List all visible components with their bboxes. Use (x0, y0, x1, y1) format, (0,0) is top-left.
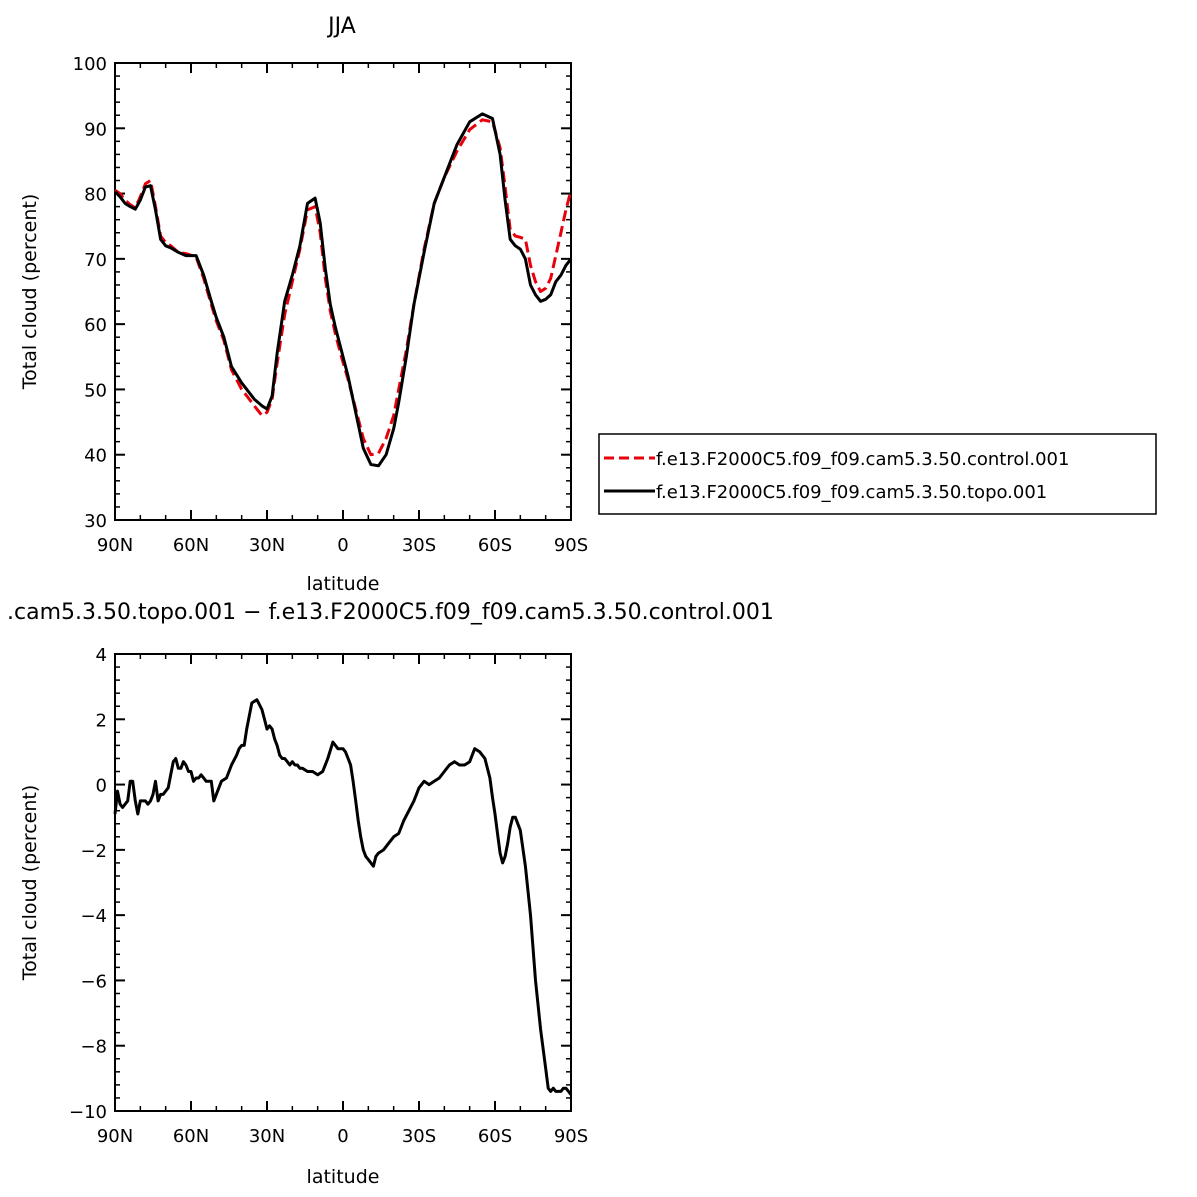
x-tick-label: 30S (402, 1126, 436, 1147)
y-tick-label: 100 (73, 54, 107, 75)
x-tick-label: 60S (478, 535, 512, 556)
y-tick-label: −6 (80, 971, 107, 992)
x-tick-label: 90S (554, 1126, 588, 1147)
x-tick-label: 60N (173, 535, 209, 556)
legend-box (598, 433, 1157, 515)
y-tick-label: −4 (80, 906, 107, 927)
x-tick-label: 0 (337, 1126, 348, 1147)
y-tick-label: 80 (84, 185, 107, 206)
x-tick-label: 30S (402, 535, 436, 556)
plot-frame (114, 653, 572, 1112)
y-tick-label: 50 (84, 380, 107, 401)
x-tick-label: 30N (249, 1126, 285, 1147)
y-tick-label: 40 (84, 446, 107, 467)
chart-title: JJA (326, 14, 356, 39)
series-line-0 (113, 698, 573, 1096)
chart-title: .cam5.3.50.topo.001 − f.e13.F2000C5.f09_… (7, 600, 774, 625)
y-tick-label: −2 (80, 841, 107, 862)
y-axis-title: Total cloud (percent) (19, 194, 41, 391)
x-axis-title: latitude (307, 573, 380, 595)
y-tick-label: 60 (84, 315, 107, 336)
x-tick-label: 0 (337, 535, 348, 556)
x-tick-label: 90S (554, 535, 588, 556)
y-tick-label: 30 (84, 511, 107, 532)
x-tick-label: 90N (97, 535, 133, 556)
y-tick-label: −8 (80, 1037, 107, 1058)
x-tick-label: 90N (97, 1126, 133, 1147)
y-tick-label: 4 (96, 645, 107, 666)
plot-frame (114, 62, 572, 521)
x-tick-label: 60S (478, 1126, 512, 1147)
y-tick-label: 70 (84, 250, 107, 271)
legend-label: f.e13.F2000C5.f09_f09.cam5.3.50.control.… (656, 449, 1069, 470)
y-tick-label: 90 (84, 119, 107, 140)
x-axis-title: latitude (307, 1166, 380, 1188)
series-line-1 (113, 112, 573, 468)
x-tick-label: 60N (173, 1126, 209, 1147)
y-tick-label: 0 (96, 776, 107, 797)
y-tick-label: 2 (96, 710, 107, 731)
y-axis-title: Total cloud (percent) (19, 785, 41, 982)
y-tick-label: −10 (69, 1102, 107, 1123)
x-tick-label: 30N (249, 535, 285, 556)
legend-label: f.e13.F2000C5.f09_f09.cam5.3.50.topo.001 (656, 482, 1047, 503)
